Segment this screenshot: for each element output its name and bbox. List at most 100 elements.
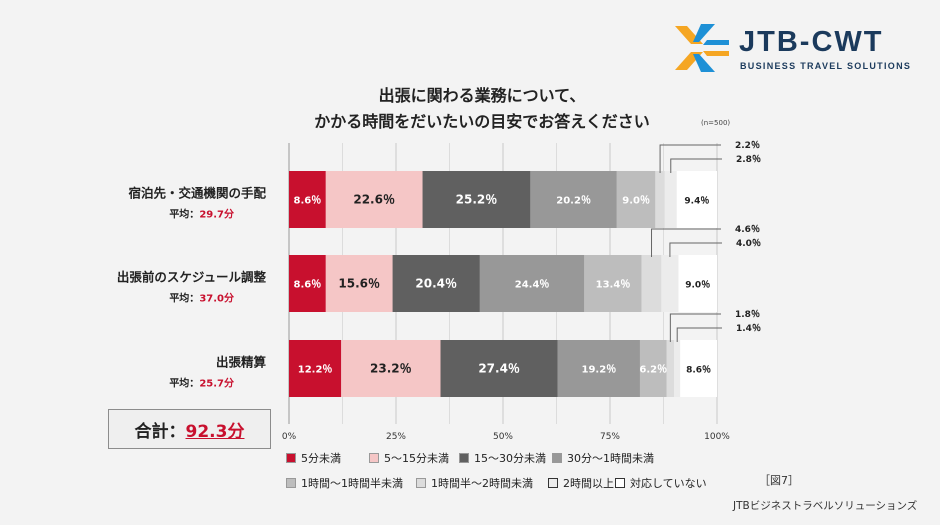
category-average: 平均：37.0分 <box>169 292 234 305</box>
legend-item: 1時間半～2時間未満 <box>416 475 533 491</box>
leader-line <box>669 242 722 257</box>
average-label: 平均： <box>169 377 199 390</box>
bar-segment <box>479 255 585 312</box>
data-label: 13.4％ <box>596 279 631 291</box>
bar-segment <box>641 255 662 312</box>
bar-segment <box>440 340 558 397</box>
category-average: 平均：25.7分 <box>169 377 234 390</box>
data-label: 9.0％ <box>622 195 650 207</box>
legend-item: 5分未満 <box>286 450 341 466</box>
bar-segment <box>661 255 679 312</box>
data-label: 1.8％ <box>735 309 760 320</box>
legend-swatch <box>369 453 379 463</box>
category-label: 出張精算 <box>216 355 267 370</box>
bar-segment <box>664 171 677 228</box>
category-average: 平均：29.7分 <box>169 208 234 221</box>
bar-segment <box>289 255 326 312</box>
bar-segment <box>666 340 675 397</box>
data-label: 15.6％ <box>338 277 380 291</box>
figure-note: ［図7］ <box>759 474 799 487</box>
average-label: 平均： <box>169 208 199 221</box>
total-box: 合計： 92.3分 <box>108 409 271 449</box>
legend-item: 15～30分未満 <box>459 450 546 466</box>
sample-size-note: (n=500) <box>701 119 730 127</box>
bar-segment <box>655 171 665 228</box>
data-label: 2.2％ <box>735 140 760 151</box>
legend-item: 1時間～1時間半未満 <box>286 475 403 491</box>
data-label: 24.4％ <box>515 279 550 291</box>
data-label: 1.4％ <box>736 323 761 334</box>
legend-swatch <box>615 478 625 488</box>
legend-label: 1時間半～2時間未満 <box>431 477 533 490</box>
logo-name: JTB-CWT <box>739 26 884 58</box>
logo-tagline: BUSINESS TRAVEL SOLUTIONS <box>740 61 912 71</box>
x-tick-label: 50% <box>493 432 513 442</box>
bar-segment <box>422 171 531 228</box>
bar-segment <box>674 340 681 397</box>
data-label: 9.0％ <box>685 280 710 291</box>
legend-swatch <box>459 453 469 463</box>
x-tick-label: 0% <box>282 432 297 442</box>
legend-item: 5～15分未満 <box>369 450 449 466</box>
data-label: 8.6％ <box>686 365 711 376</box>
bar-segment <box>680 340 717 397</box>
legend-swatch <box>416 478 426 488</box>
legend-item: 対応していない <box>615 475 707 491</box>
chart-title-line-2: かかる時間をだいたいの目安でお答えください <box>314 112 650 131</box>
x-tick-label: 25% <box>386 432 406 442</box>
chart-title-line-1: 出張に関わる業務について、 <box>379 86 586 105</box>
leader-line <box>651 228 721 257</box>
category-label: 出張前のスケジュール調整 <box>117 270 267 285</box>
data-label: 9.4％ <box>684 196 709 207</box>
legend-swatch <box>286 478 296 488</box>
legend-label: 2時間以上 <box>563 477 614 490</box>
bar-segment <box>289 171 326 228</box>
leader-line <box>670 158 722 173</box>
logo-mark-icon <box>675 24 729 72</box>
bar-segment <box>584 255 642 312</box>
average-value: 37.0分 <box>199 292 234 305</box>
average-value: 25.7分 <box>199 377 234 390</box>
data-label: 25.2％ <box>456 193 498 207</box>
legend-swatch <box>286 453 296 463</box>
bar-segment <box>678 255 717 312</box>
data-label: 22.6％ <box>353 193 395 207</box>
legend-label: 5～15分未満 <box>384 452 449 465</box>
leader-line <box>676 327 722 342</box>
data-label: 4.0％ <box>736 238 761 249</box>
legend-swatch <box>548 478 558 488</box>
bar-segment <box>289 340 342 397</box>
bar-segment <box>530 171 617 228</box>
bar-segment <box>392 255 480 312</box>
legend-item: 30分～1時間未満 <box>552 450 654 466</box>
data-label: 19.2％ <box>582 364 617 376</box>
legend-label: 15～30分未満 <box>474 452 546 465</box>
total-label: 合計： <box>134 421 186 442</box>
data-label: 12.2％ <box>298 364 333 376</box>
legend-label: 5分未満 <box>301 452 341 465</box>
bar-segment <box>341 340 441 397</box>
data-label: 8.6％ <box>294 195 322 207</box>
data-label: 4.6％ <box>735 224 760 235</box>
legend-label: 対応していない <box>630 477 707 490</box>
category-label: 宿泊先・交通機関の手配 <box>128 186 266 201</box>
bar-segment <box>325 255 393 312</box>
x-tick-label: 100% <box>704 432 730 442</box>
data-label: 20.2％ <box>556 195 591 207</box>
x-tick-label: 75% <box>600 432 620 442</box>
bar-segment <box>639 340 667 397</box>
data-label: 27.4％ <box>478 362 520 376</box>
legend-label: 30分～1時間未満 <box>567 452 654 465</box>
legend-item: 2時間以上 <box>548 475 614 491</box>
data-label: 23.2％ <box>370 362 412 376</box>
data-label: 20.4％ <box>415 277 457 291</box>
legend-label: 1時間～1時間半未満 <box>301 477 403 490</box>
data-label: 2.8％ <box>736 154 761 165</box>
total-value: 92.3分 <box>185 421 245 442</box>
jtb-cwt-logo: JTB-CWT BUSINESS TRAVEL SOLUTIONS <box>673 18 923 80</box>
footer-org: JTBビジネストラベルソリューションズ <box>733 500 918 512</box>
leader-line <box>659 144 721 173</box>
bar-segment <box>557 340 640 397</box>
bar-segment <box>325 171 423 228</box>
